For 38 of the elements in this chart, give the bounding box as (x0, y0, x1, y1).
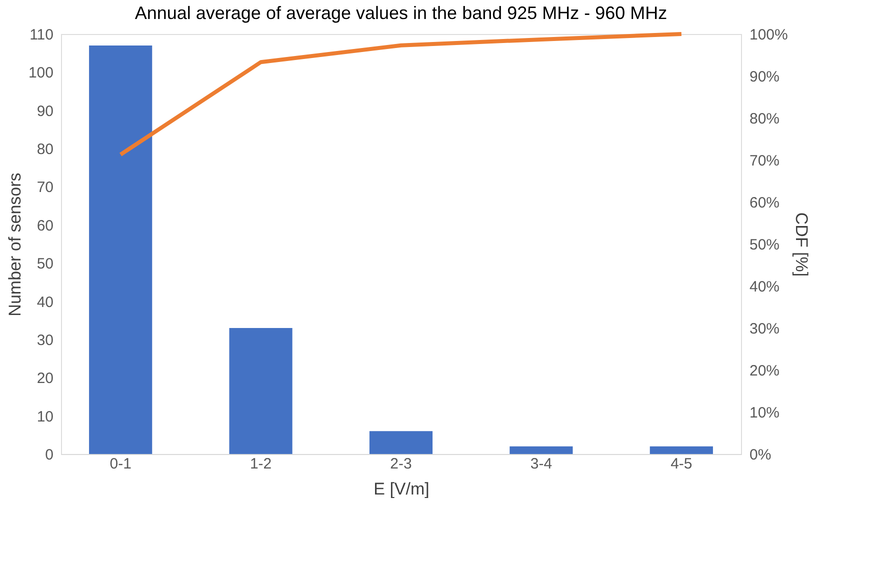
x-tick-label: 1-2 (250, 456, 272, 472)
x-axis-title: E [V/m] (374, 480, 430, 498)
y2-tick-label: 30% (750, 320, 780, 338)
y2-tick-label: 10% (750, 404, 780, 422)
y2-tick-label: 60% (750, 194, 780, 212)
bar (510, 446, 573, 454)
x-tick-label: 2-3 (390, 456, 412, 472)
y2-tick-label: 40% (750, 278, 780, 296)
bar (369, 431, 433, 454)
y-tick-label: 90 (36, 102, 54, 120)
y2-axis-title: CDF [%] (792, 212, 811, 277)
y2-tick-label: 100% (750, 26, 788, 44)
y-tick-label: 10 (36, 408, 54, 426)
y2-tick-label: 70% (750, 152, 780, 170)
y2-tick-label: 50% (750, 236, 780, 254)
y-tick-label: 40 (36, 294, 54, 311)
x-tick-label: 4-5 (670, 456, 692, 472)
line-series (118, 32, 684, 157)
y-tick-label: 20 (36, 370, 54, 388)
x-tick-label: 3-4 (530, 456, 552, 472)
y-axis-title: Number of sensors (5, 172, 24, 316)
y-tick-label: 60 (36, 217, 54, 234)
y-tick-label: 100 (28, 64, 54, 82)
x-tick-label: 0-1 (110, 456, 132, 472)
y-tick-label: 80 (36, 141, 54, 158)
y-tick-label: 50 (36, 256, 54, 273)
chart-title: Annual average of average values in the band 925 MHz - 960 MHz (134, 3, 668, 23)
y2-tick-label: 90% (750, 68, 780, 86)
y2-tick-label: 0% (750, 446, 772, 464)
y2-tick-label: 80% (750, 110, 780, 128)
y-tick-label: 70 (36, 179, 54, 196)
y-tick-label: 0 (45, 446, 54, 464)
bar (229, 328, 292, 454)
y-tick-label: 30 (36, 332, 54, 349)
bar (650, 446, 713, 454)
y2-tick-label: 20% (750, 362, 780, 380)
bar (89, 45, 152, 454)
y-tick-label: 110 (30, 26, 54, 44)
